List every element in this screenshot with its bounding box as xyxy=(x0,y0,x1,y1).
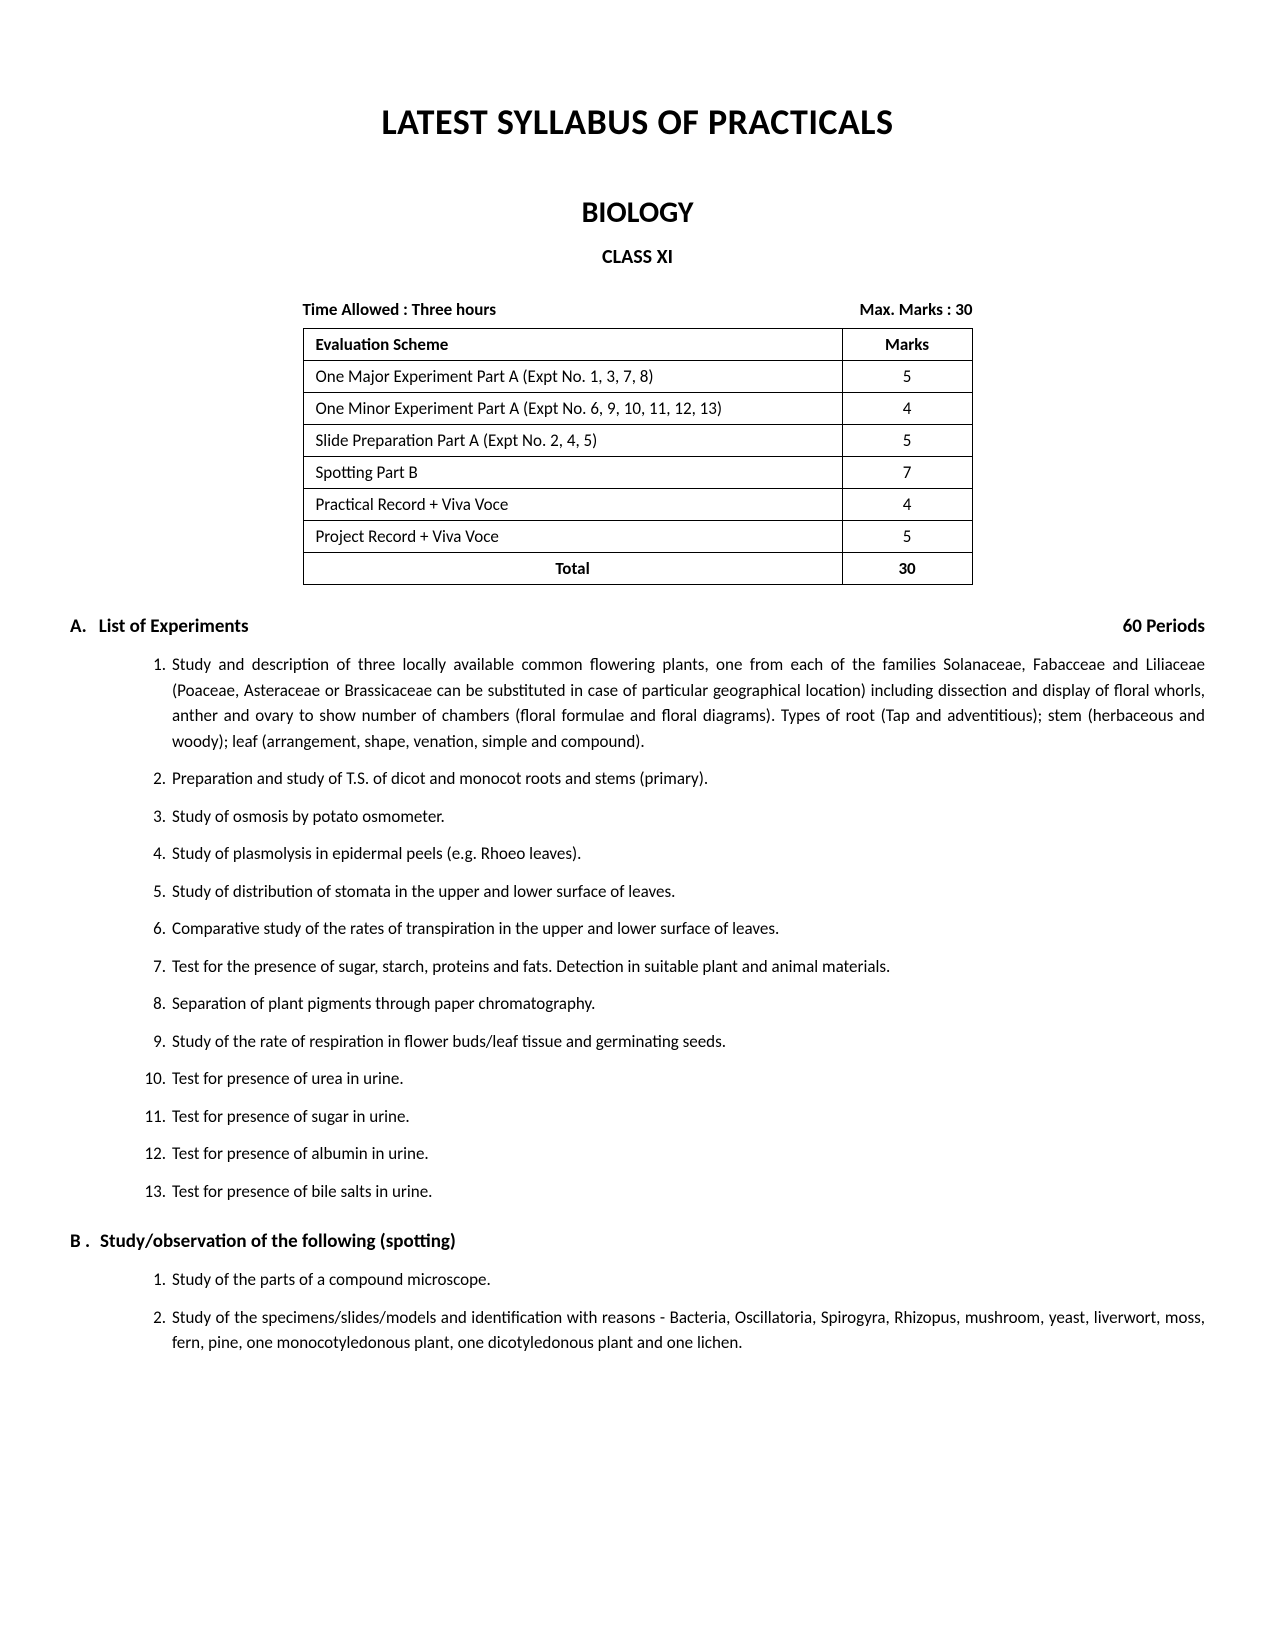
list-item: 5.Study of distribution of stomata in th… xyxy=(148,879,1205,905)
time-allowed: Time Allowed : Three hours xyxy=(303,299,497,320)
scheme-cell: Spotting Part B xyxy=(303,457,842,489)
list-item: 6.Comparative study of the rates of tran… xyxy=(148,916,1205,942)
list-item: 9.Study of the rate of respiration in fl… xyxy=(148,1029,1205,1055)
item-text: Test for presence of urea in urine. xyxy=(172,1068,404,1089)
marks-cell: 4 xyxy=(842,489,972,521)
experiments-list: 1.Study and description of three locally… xyxy=(70,652,1205,1204)
item-text: Study of the rate of respiration in flow… xyxy=(172,1031,726,1052)
item-number: 4. xyxy=(138,841,166,867)
item-number: 2. xyxy=(138,766,166,792)
marks-cell: 5 xyxy=(842,521,972,553)
list-item: 13.Test for presence of bile salts in ur… xyxy=(148,1179,1205,1205)
marks-cell: 4 xyxy=(842,393,972,425)
section-b-letter: B . xyxy=(70,1230,90,1253)
item-text: Test for presence of bile salts in urine… xyxy=(172,1181,432,1202)
meta-row: Time Allowed : Three hours Max. Marks : … xyxy=(303,299,973,320)
item-number: 8. xyxy=(138,991,166,1017)
list-item: 4.Study of plasmolysis in epidermal peel… xyxy=(148,841,1205,867)
total-marks: 30 xyxy=(842,553,972,585)
total-label: Total xyxy=(303,553,842,585)
list-item: 3.Study of osmosis by potato osmometer. xyxy=(148,804,1205,830)
evaluation-table: Evaluation Scheme Marks One Major Experi… xyxy=(303,328,973,585)
spotting-list: 1. Study of the parts of a compound micro… xyxy=(70,1267,1205,1356)
marks-cell: 7 xyxy=(842,457,972,489)
item-number: 13. xyxy=(138,1179,166,1205)
scheme-cell: One Minor Experiment Part A (Expt No. 6,… xyxy=(303,393,842,425)
list-item: 7.Test for the presence of sugar, starch… xyxy=(148,954,1205,980)
item-text: Study of the specimens/slides/models and… xyxy=(172,1307,1205,1354)
item-text: Test for the presence of sugar, starch, … xyxy=(172,956,890,977)
list-item: 10.Test for presence of urea in urine. xyxy=(148,1066,1205,1092)
item-number: 12. xyxy=(138,1141,166,1167)
table-row: Practical Record + Viva Voce4 xyxy=(303,489,972,521)
marks-cell: 5 xyxy=(842,425,972,457)
item-number: 1. xyxy=(138,1267,166,1293)
table-row: One Major Experiment Part A (Expt No. 1,… xyxy=(303,361,972,393)
item-number: 3. xyxy=(138,804,166,830)
list-item: 1.Study of the parts of a compound micro… xyxy=(148,1267,1205,1293)
marks-cell: 5 xyxy=(842,361,972,393)
subject-title: BIOLOGY xyxy=(70,194,1205,231)
scheme-cell: One Major Experiment Part A (Expt No. 1,… xyxy=(303,361,842,393)
table-header-row: Evaluation Scheme Marks xyxy=(303,329,972,361)
header-marks: Marks xyxy=(842,329,972,361)
item-number: 9. xyxy=(138,1029,166,1055)
list-item: 2.Study of the specimens/slides/models a… xyxy=(148,1305,1205,1356)
item-number: 5. xyxy=(138,879,166,905)
table-row: Slide Preparation Part A (Expt No. 2, 4,… xyxy=(303,425,972,457)
class-title: CLASS XI xyxy=(70,245,1205,269)
item-text: Comparative study of the rates of transp… xyxy=(172,918,779,939)
item-text: Test for presence of albumin in urine. xyxy=(172,1143,429,1164)
scheme-cell: Practical Record + Viva Voce xyxy=(303,489,842,521)
item-number: 7. xyxy=(138,954,166,980)
table-row: Project Record + Viva Voce5 xyxy=(303,521,972,553)
table-row: Spotting Part B7 xyxy=(303,457,972,489)
section-a-letter: A. xyxy=(70,615,87,638)
scheme-cell: Project Record + Viva Voce xyxy=(303,521,842,553)
table-total-row: Total 30 xyxy=(303,553,972,585)
section-a-title: List of Experiments xyxy=(99,615,249,638)
item-number: 6. xyxy=(138,916,166,942)
item-text: Study of the parts of a compound microsc… xyxy=(172,1269,491,1290)
item-number: 2. xyxy=(138,1305,166,1331)
list-item: 8.Separation of plant pigments through p… xyxy=(148,991,1205,1017)
item-number: 11. xyxy=(138,1104,166,1130)
item-text: Preparation and study of T.S. of dicot a… xyxy=(172,768,708,789)
item-text: Separation of plant pigments through pap… xyxy=(172,993,595,1014)
list-item: 2.Preparation and study of T.S. of dicot… xyxy=(148,766,1205,792)
item-text: Study and description of three locally a… xyxy=(172,654,1205,752)
list-item: 11.Test for presence of sugar in urine. xyxy=(148,1104,1205,1130)
item-number: 1. xyxy=(138,652,166,678)
max-marks: Max. Marks : 30 xyxy=(860,299,973,320)
header-scheme: Evaluation Scheme xyxy=(303,329,842,361)
item-number: 10. xyxy=(138,1066,166,1092)
item-text: Test for presence of sugar in urine. xyxy=(172,1106,410,1127)
item-text: Study of distribution of stomata in the … xyxy=(172,881,675,902)
section-b-header: B . Study/observation of the following (… xyxy=(70,1230,1205,1253)
section-a-periods: 60 Periods xyxy=(1123,615,1205,638)
section-b-title: Study/observation of the following (spot… xyxy=(100,1230,456,1253)
list-item: 12.Test for presence of albumin in urine… xyxy=(148,1141,1205,1167)
item-text: Study of plasmolysis in epidermal peels … xyxy=(172,843,581,864)
item-text: Study of osmosis by potato osmometer. xyxy=(172,806,445,827)
table-row: One Minor Experiment Part A (Expt No. 6,… xyxy=(303,393,972,425)
list-item: 1.Study and description of three locally… xyxy=(148,652,1205,754)
scheme-cell: Slide Preparation Part A (Expt No. 2, 4,… xyxy=(303,425,842,457)
section-a-header: A. List of Experiments 60 Periods xyxy=(70,615,1205,638)
main-title: LATEST SYLLABUS OF PRACTICALS xyxy=(70,100,1205,144)
